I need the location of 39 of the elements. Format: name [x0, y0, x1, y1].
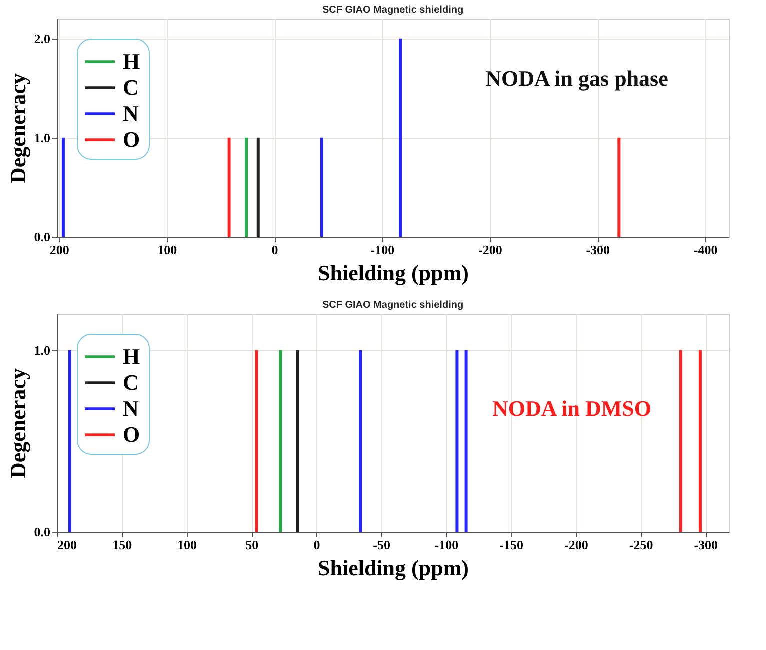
legend-label: H: [123, 344, 140, 369]
x-tick-label: -250: [629, 538, 654, 552]
legend-label: H: [123, 49, 140, 74]
legend-label: C: [123, 370, 139, 395]
x-tick-label: -400: [694, 242, 718, 258]
chart-title: SCF GIAO Magnetic shielding: [322, 300, 464, 311]
x-tick-label: 100: [177, 538, 197, 552]
x-tick-label: -50: [373, 538, 390, 552]
x-tick-label: 200: [58, 538, 77, 552]
y-tick-label: 0.0: [34, 524, 50, 540]
legend-label: C: [123, 75, 139, 100]
x-axis-title: Shielding (ppm): [318, 556, 469, 580]
x-tick-label: 100: [158, 242, 178, 258]
x-tick-label: 0: [272, 242, 278, 258]
legend-label: N: [123, 101, 139, 126]
legend-label: O: [123, 127, 140, 152]
legend-label: O: [123, 422, 140, 447]
chart-title: SCF GIAO Magnetic shielding: [322, 5, 464, 16]
x-tick-label: -200: [564, 538, 588, 552]
x-tick-label: 150: [112, 538, 132, 552]
x-tick-label: -300: [586, 242, 610, 258]
y-tick-label: 1.0: [34, 342, 50, 358]
y-tick-label: 0.0: [34, 230, 50, 244]
y-axis-title: Degeneracy: [5, 74, 30, 184]
x-tick-label: -150: [500, 538, 524, 552]
x-axis-title: Shielding (ppm): [318, 260, 469, 286]
annotation: NODA in DMSO: [492, 396, 652, 421]
legend-label: N: [123, 396, 139, 421]
x-tick-label: 200: [50, 242, 70, 258]
x-tick-label: -300: [694, 538, 718, 552]
x-tick-label: 50: [246, 538, 259, 552]
y-tick-label: 1.0: [34, 130, 50, 146]
x-tick-label: -100: [370, 242, 395, 258]
annotation: NODA in gas phase: [486, 66, 669, 91]
y-tick-label: 2.0: [34, 31, 50, 46]
x-tick-label: -200: [478, 242, 502, 258]
y-axis-title: Degeneracy: [5, 368, 30, 478]
x-tick-label: -100: [434, 538, 459, 552]
x-tick-label: 0: [314, 538, 320, 552]
